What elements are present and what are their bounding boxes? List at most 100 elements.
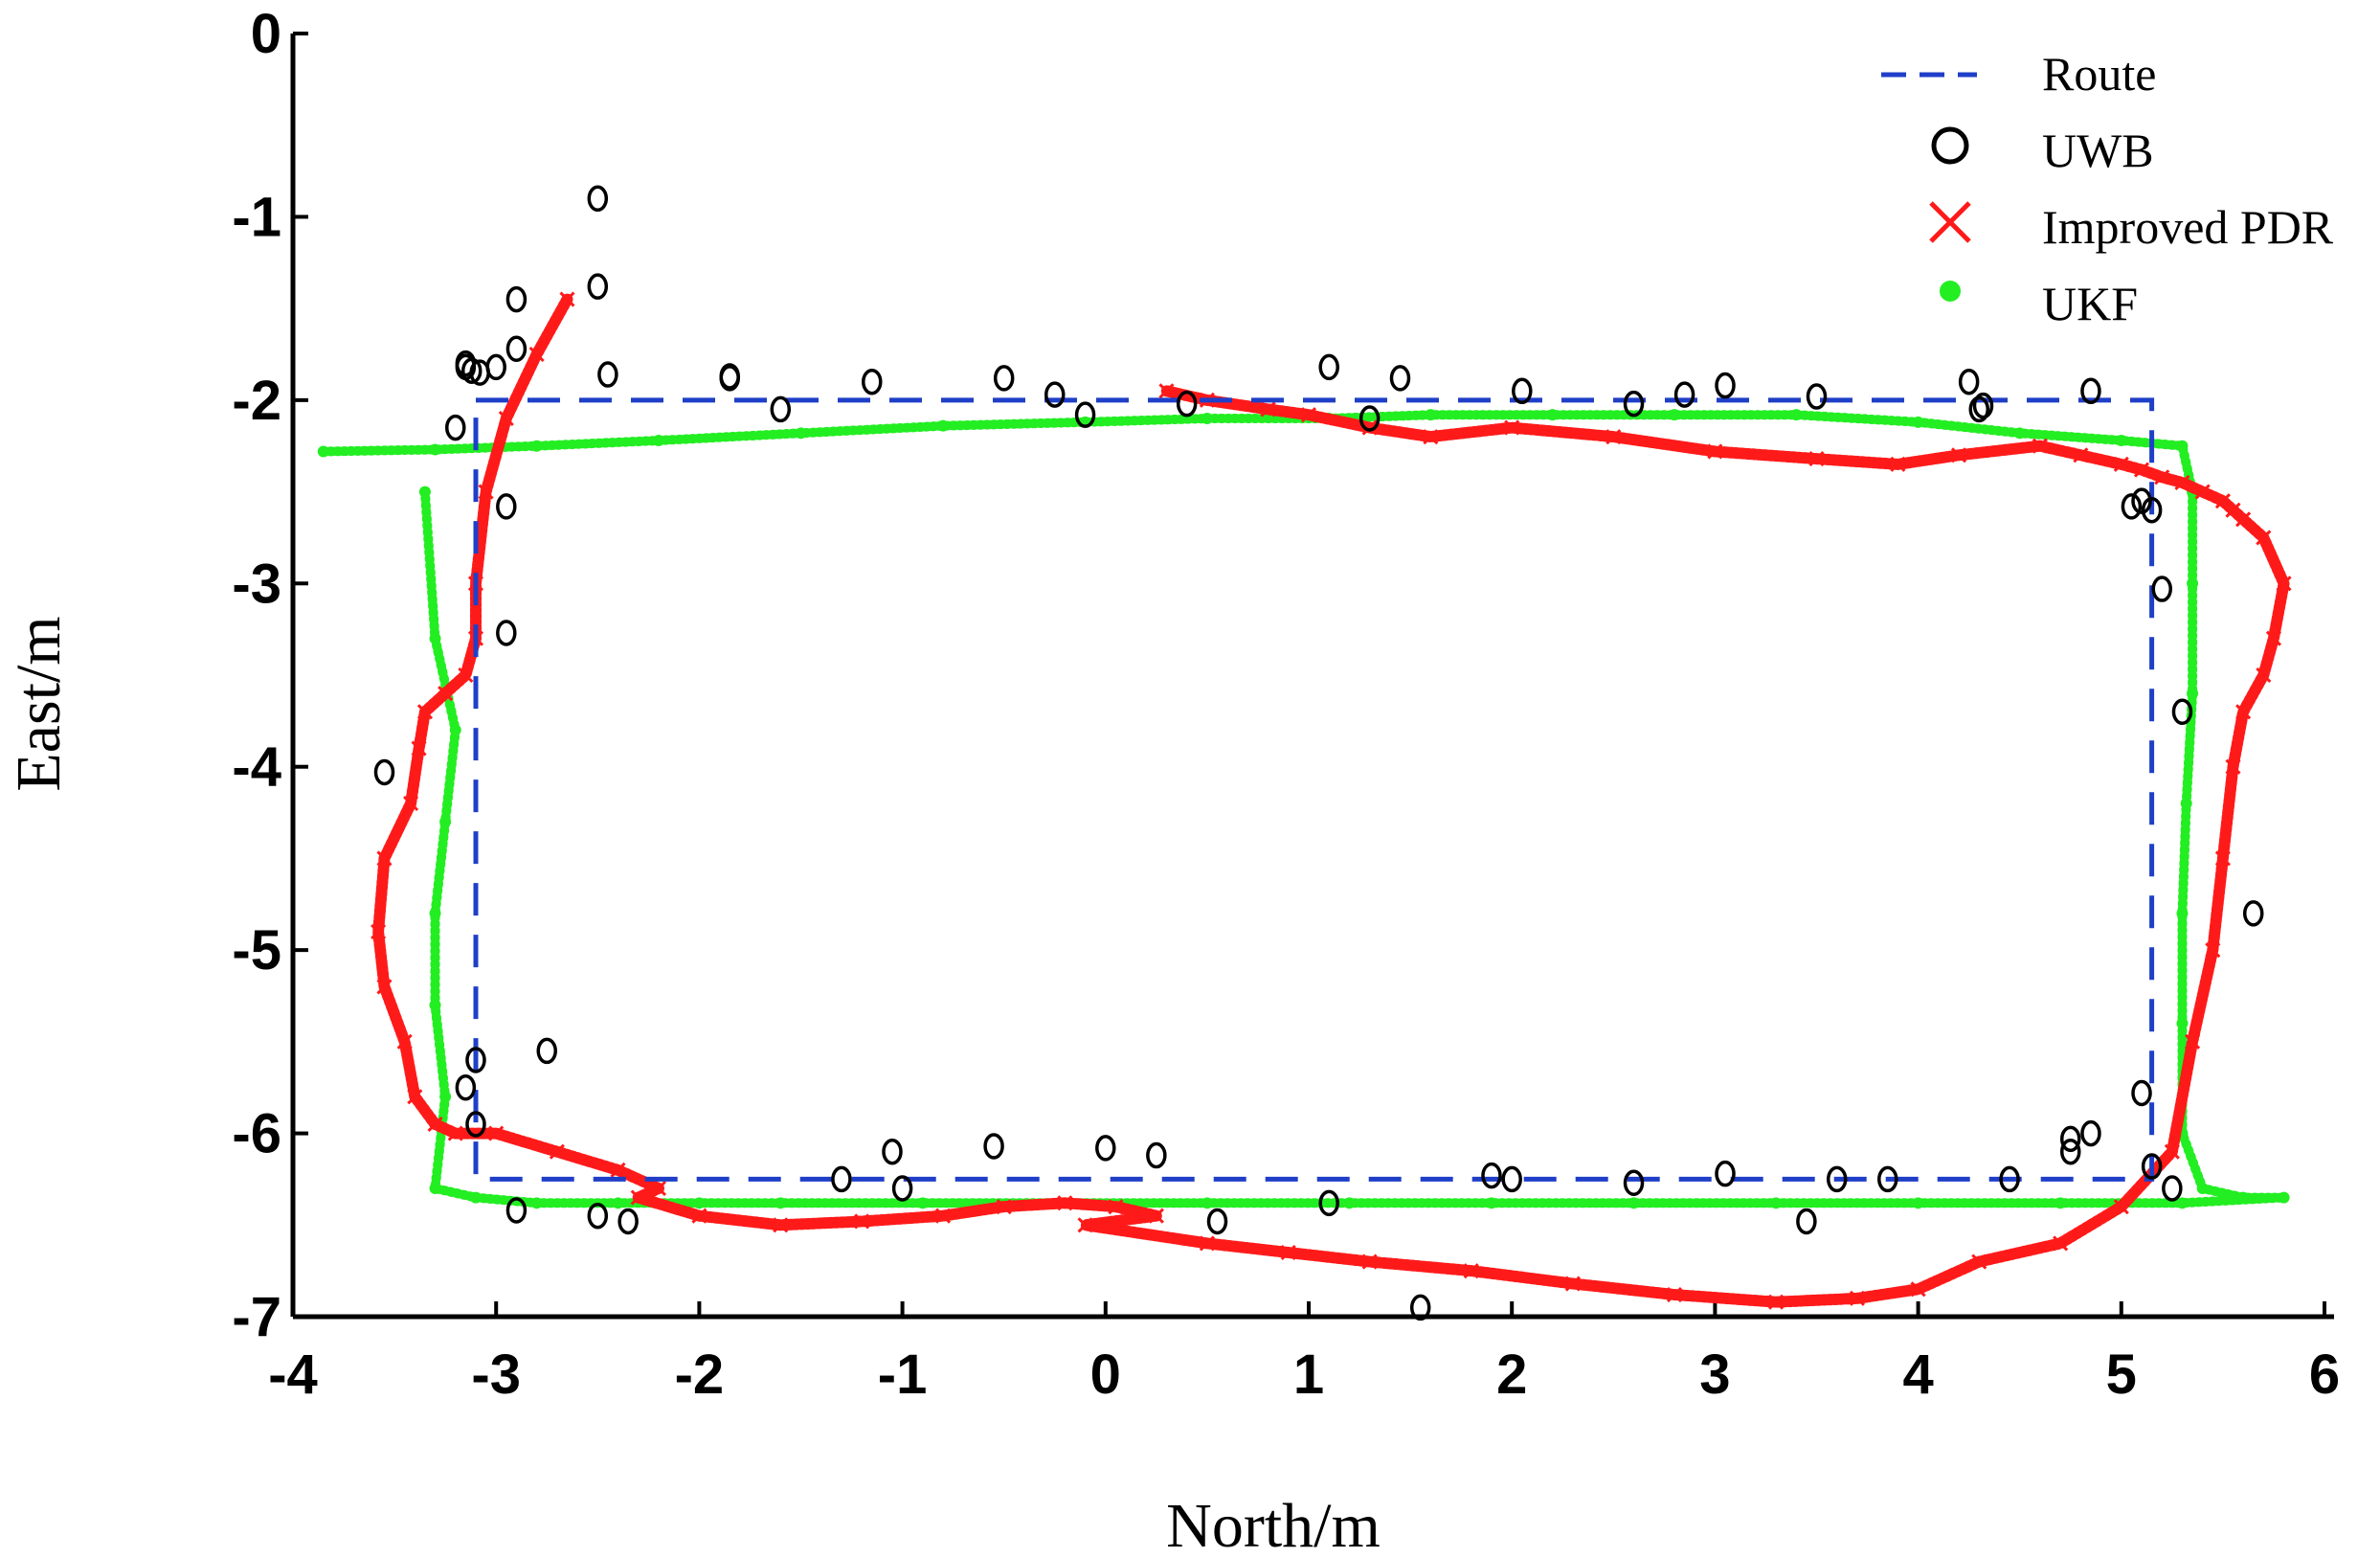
pdr-point: [488, 1125, 505, 1141]
pdr-point: [407, 1089, 423, 1105]
pdr-point: [2174, 474, 2190, 491]
x-tick-label: 6: [2309, 1343, 2340, 1406]
pdr-point: [438, 686, 454, 702]
uwb-point: [1958, 368, 1980, 395]
pdr-point: [1361, 419, 1378, 436]
pdr-point: [447, 1125, 463, 1141]
ukf-point: [439, 816, 452, 828]
uwb-point: [536, 1037, 557, 1065]
ukf-point: [439, 1091, 452, 1103]
uwb-point: [1972, 392, 1994, 419]
ukf-point: [1912, 416, 1924, 428]
pdr-point: [376, 850, 393, 867]
x-tick-label: 3: [1699, 1343, 1730, 1406]
x-tick-label: 4: [1902, 1343, 1933, 1406]
pdr-point: [528, 346, 545, 363]
pdr-point: [1077, 1217, 1093, 1233]
ukf-point: [1343, 1197, 1356, 1209]
x-tick-label: 2: [1496, 1343, 1527, 1406]
uwb-point: [1358, 405, 1381, 432]
pdr-point: [650, 1180, 667, 1197]
uwb-point: [1673, 381, 1695, 408]
ukf-point: [1628, 1197, 1640, 1209]
legend: Route UWB Improved PDR UKF: [1881, 47, 2334, 330]
legend-label: Route: [2042, 47, 2156, 101]
ukf-point: [429, 443, 441, 456]
uwb-point: [465, 1111, 486, 1138]
x-tick-label: 1: [1293, 1343, 1324, 1406]
ukf-point: [2176, 440, 2189, 452]
ukf-point: [693, 1197, 706, 1209]
pdr-point: [2205, 942, 2221, 959]
uwb-point: [2060, 1125, 2081, 1153]
uwb-point: [1826, 1165, 1848, 1193]
pdr-point: [1564, 1276, 1581, 1292]
y-tick-label: -7: [232, 1286, 281, 1348]
uwb-point: [1409, 1294, 1431, 1321]
uwb-point: [1318, 1189, 1339, 1217]
pdr-point: [1057, 1195, 1073, 1211]
pdr-point: [370, 923, 387, 940]
pdr-point: [1849, 1290, 1866, 1306]
pdr-trajectory: [372, 293, 2290, 1308]
y-tick-label: -2: [232, 370, 281, 432]
legend-ukf-swatch: [1940, 281, 1961, 302]
ukf-point: [775, 1197, 787, 1209]
pdr-point: [458, 666, 474, 684]
pdr-point: [2154, 469, 2170, 485]
uwb-point: [2151, 576, 2172, 602]
uwb-point: [882, 1138, 903, 1165]
pdr-point: [2265, 630, 2282, 646]
pdr-point: [2256, 530, 2272, 546]
pdr-point: [2113, 1199, 2129, 1215]
pdr-point: [549, 1143, 565, 1160]
ukf-point: [530, 1197, 543, 1209]
ukf-point: [418, 485, 431, 498]
uwb-point: [1877, 1165, 1898, 1193]
uwb-point: [2121, 493, 2143, 520]
pdr-point: [1910, 1281, 1926, 1298]
uwb-point: [719, 365, 740, 392]
uwb-point: [1481, 1162, 1502, 1189]
pdr-point: [396, 1033, 413, 1050]
uwb-point: [1806, 383, 1828, 410]
ukf-point: [916, 1197, 929, 1209]
ukf-point: [469, 1191, 482, 1204]
pdr-point: [2133, 462, 2150, 478]
pdr-point: [2214, 493, 2231, 509]
uwb-point: [2060, 1138, 2081, 1165]
ukf-point: [2196, 1183, 2209, 1194]
pdr-point: [2164, 1143, 2180, 1160]
ukf-point: [1201, 413, 1213, 424]
uwb-point: [496, 493, 517, 520]
ukf-point: [2176, 907, 2189, 919]
ukf-point: [795, 427, 807, 440]
legend-label: Improved PDR: [2042, 200, 2334, 254]
uwb-point: [862, 368, 883, 395]
pdr-point: [403, 795, 419, 812]
uwb-point: [2131, 1079, 2152, 1107]
uwb-point: [1318, 353, 1339, 381]
uwb-point: [1095, 1135, 1116, 1162]
pdr-point: [2032, 438, 2048, 454]
pdr-point: [854, 1213, 870, 1230]
pdr-point: [1108, 1199, 1124, 1215]
uwb-point: [1623, 1169, 1645, 1197]
x-tick-label: -4: [268, 1343, 318, 1406]
pdr-point: [2073, 447, 2089, 463]
pdr-point: [2225, 758, 2241, 775]
uwb-point: [505, 1197, 528, 1224]
uwb-point: [2080, 377, 2101, 405]
ukf-point: [652, 434, 664, 446]
ukf-point: [2176, 1197, 2189, 1209]
uwb-point: [1715, 1160, 1736, 1187]
pdr-point: [1199, 1235, 1215, 1252]
uwb-point: [1044, 381, 1066, 408]
uwb-point: [770, 395, 792, 423]
pdr-point: [1890, 456, 1906, 472]
pdr-point: [411, 740, 427, 756]
pdr-point: [1260, 401, 1276, 418]
pdr-point: [1808, 451, 1825, 467]
